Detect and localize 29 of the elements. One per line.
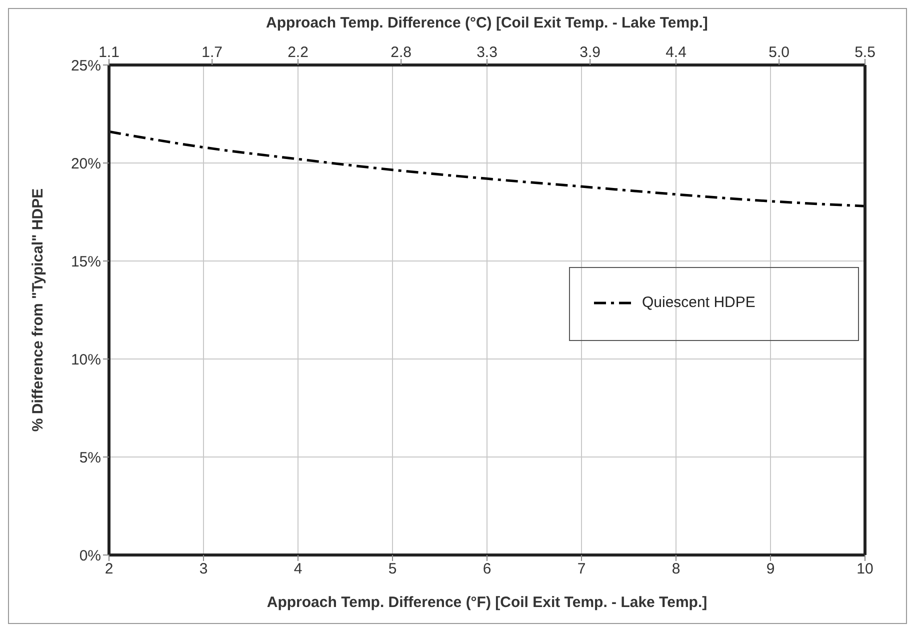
y-tick-label: 10% [70, 351, 101, 368]
x2-tick-label: 2.8 [390, 44, 412, 61]
x-tick-label: 4 [294, 560, 302, 578]
x2-axis-title: Approach Temp. Difference (°C) [Coil Exit Temp. - Lake Temp.] [266, 14, 708, 32]
x2-tick-label: 3.9 [580, 44, 601, 61]
x2-tick-label: 3.3 [476, 44, 498, 61]
x-tick-label: 8 [672, 560, 680, 578]
x-tick-label: 10 [856, 560, 874, 578]
x2-tick-label: 1.7 [202, 44, 223, 61]
x-tick-label: 3 [199, 560, 208, 578]
y-tick-label: 5% [79, 449, 101, 466]
x2-tick-label: 1.1 [98, 44, 120, 61]
x-axis-title: Approach Temp. Difference (°F) [Coil Exit Temp. - Lake Temp.] [266, 594, 708, 611]
y-tick-label: 15% [70, 253, 101, 270]
legend-label: Quiescent HDPE [642, 294, 756, 311]
x-tick-label: 6 [482, 560, 492, 578]
x2-tick-label: 5.0 [768, 44, 790, 61]
y-tick-label: 20% [70, 155, 101, 172]
x2-tick-label: 4.4 [666, 44, 686, 61]
line-series [109, 130, 865, 208]
x-tick-label: 9 [766, 560, 775, 578]
y-axis-title: % Difference from "Typical" HDPE [29, 188, 46, 432]
x-tick-label: 2 [104, 560, 114, 578]
x-tick-label: 5 [388, 560, 397, 578]
x2-tick-label: 5.5 [854, 44, 876, 61]
y-tick-label: 25% [70, 57, 101, 74]
y-tick-label: 0% [79, 547, 101, 564]
x2-tick-label: 2.2 [288, 44, 308, 61]
x-tick-label: 7 [577, 560, 586, 578]
